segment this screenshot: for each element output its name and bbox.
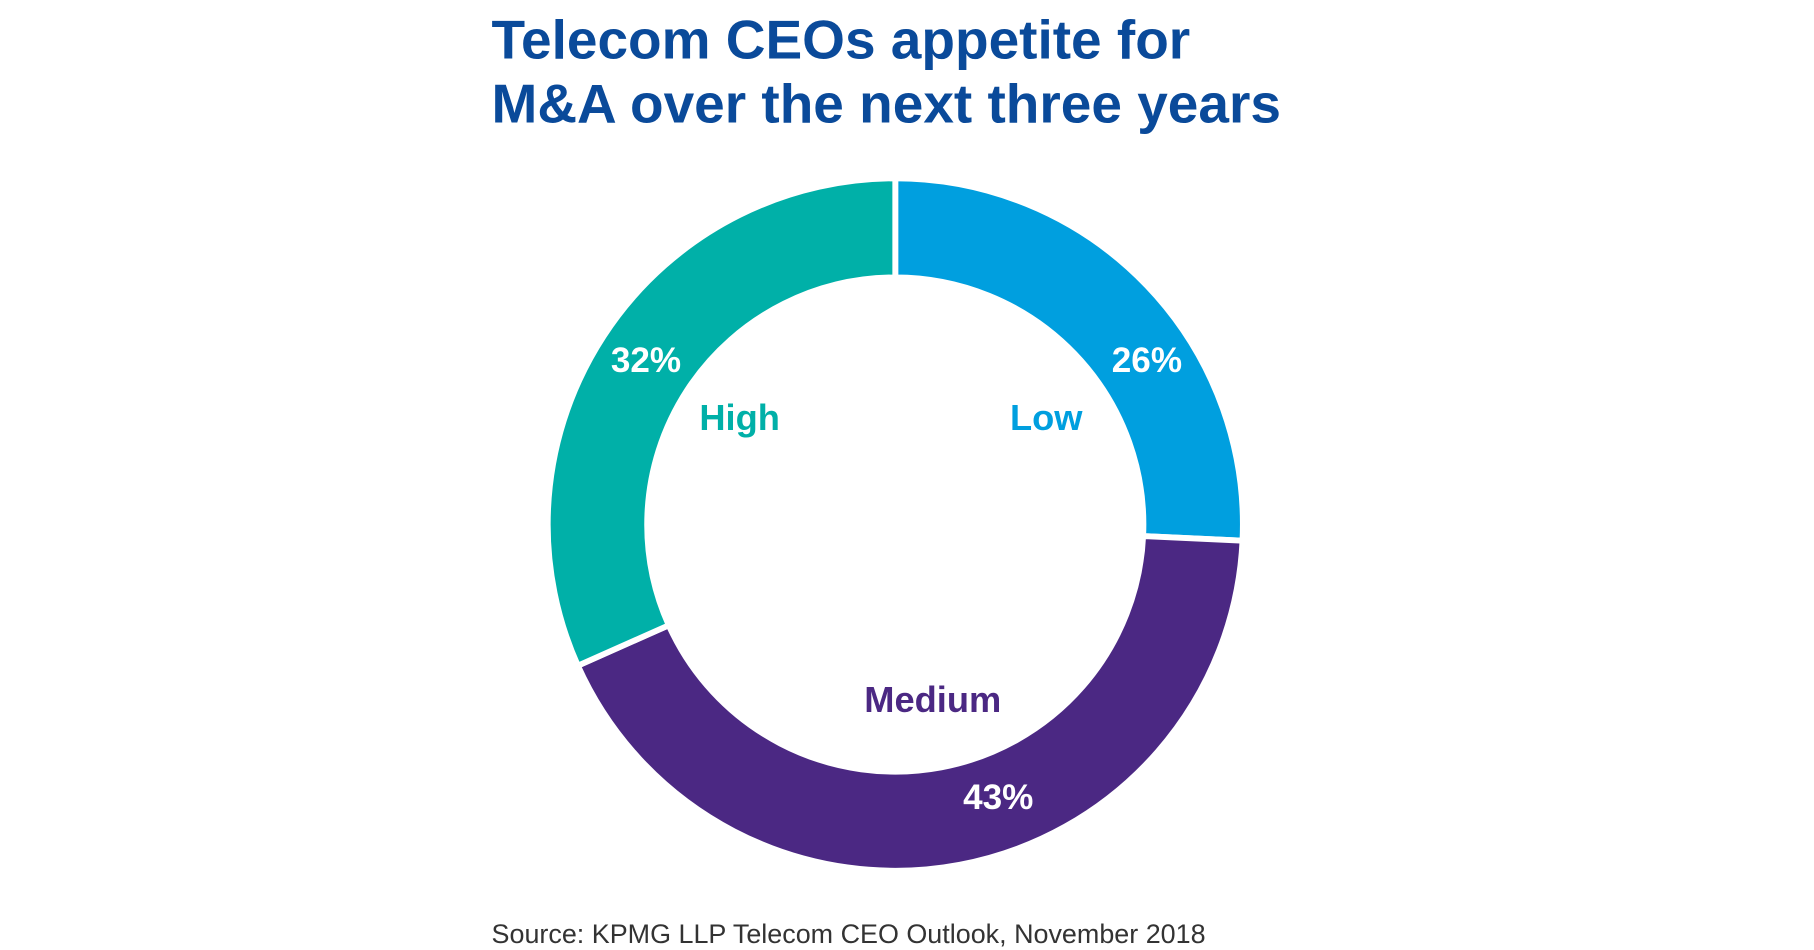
category-label-medium: Medium — [864, 679, 1001, 720]
chart-title-line-2: M&A over the next three years — [492, 72, 1281, 134]
chart-title-line-1: Telecom CEOs appetite for — [492, 8, 1191, 70]
slice-high — [544, 175, 899, 670]
pct-label-high: 32% — [611, 341, 681, 380]
category-label-low: Low — [1010, 397, 1083, 438]
slice-low — [892, 175, 1246, 544]
pct-label-medium: 43% — [963, 778, 1033, 817]
category-label-high: High — [699, 397, 780, 438]
pct-label-low: 26% — [1112, 341, 1182, 380]
source-note: Source: KPMG LLP Telecom CEO Outlook, No… — [492, 919, 1206, 949]
slices — [544, 175, 1246, 874]
slice-medium — [574, 533, 1246, 874]
